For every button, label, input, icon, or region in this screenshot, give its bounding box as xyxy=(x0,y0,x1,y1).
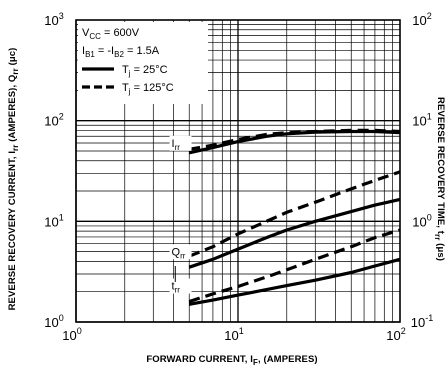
y-tick-label-left: 101 xyxy=(44,212,63,229)
legend-box xyxy=(78,22,208,104)
tick-labels: 100 101 102 100 101 102 103 10-1 100 101 102 xyxy=(44,11,433,343)
y-tick-label-right: 102 xyxy=(412,11,431,28)
annotation-bg xyxy=(169,135,192,151)
legend-condition: VCC = 600V xyxy=(82,27,140,41)
plot-border xyxy=(75,19,401,323)
y-axis-label-right: REVERSE RECOVERY TIME, trr (μs) xyxy=(433,97,445,261)
x-tick-label: 101 xyxy=(224,326,243,343)
curve-annotations: Irr Qrr trr xyxy=(169,135,192,295)
annotation-rr: Qrr xyxy=(172,246,186,260)
x-tick-label: 102 xyxy=(386,326,405,343)
annotation-bg xyxy=(169,278,192,294)
legend-entry: Tj = 25°C xyxy=(122,64,168,78)
x-tick-label: 100 xyxy=(62,326,81,343)
legend-condition: IB1 = -IB2 = 1.5A xyxy=(82,45,160,59)
annotation-rr: trr xyxy=(172,281,181,295)
axis-labels: FORWARD CURRENT, IF, (AMPERES) REVERSE RE… xyxy=(7,48,445,367)
y-tick-label-right: 100 xyxy=(412,212,431,229)
series-irr-125c xyxy=(188,128,401,151)
series-trr-125c xyxy=(188,228,401,304)
series-trr-25c xyxy=(188,257,401,306)
y-tick-label-left: 100 xyxy=(44,313,63,330)
y-tick-label-left: 103 xyxy=(44,11,63,28)
legend: VCC = 600V IB1 = -IB2 = 1.5A Tj = 25°C Tj =… xyxy=(78,22,208,104)
annotation-rr: Irr xyxy=(172,138,181,152)
x-axis-label: FORWARD CURRENT, IF, (AMPERES) xyxy=(146,354,317,367)
y-tick-label-right: 10-1 xyxy=(411,313,433,330)
y-tick-label-left: 102 xyxy=(44,112,63,129)
grid xyxy=(75,20,400,323)
series-layer xyxy=(188,128,401,306)
series-qrr-25c xyxy=(188,197,401,269)
series-irr-25c xyxy=(188,129,401,155)
series-qrr-125c xyxy=(188,170,401,258)
annotation-bg xyxy=(169,244,192,260)
legend-entry: Tj = 125°C xyxy=(122,82,174,96)
y-axis-label-left: REVERSE RECOVERY CURRENT, Irr (AMPERES),… xyxy=(7,48,20,311)
y-tick-label-right: 101 xyxy=(412,112,431,129)
plot-frame xyxy=(75,19,401,323)
